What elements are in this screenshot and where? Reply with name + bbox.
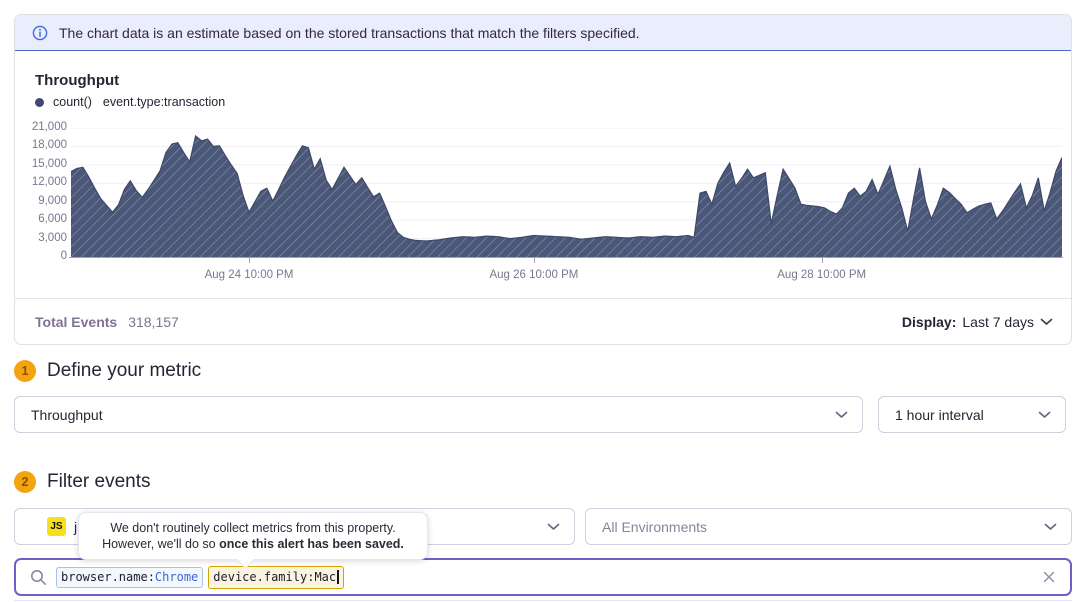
y-axis-label: 18,000 [31,139,67,152]
project-select-value: j [74,518,78,535]
x-axis: Aug 24 10:00 PM Aug 26 10:00 PM Aug 28 10:… [69,257,1063,297]
text-cursor [337,570,339,584]
legend-marker-icon [35,97,44,107]
info-banner: The chart data is an estimate based on t… [15,15,1071,51]
x-axis-label: Aug 26 10:00 PM [489,269,579,281]
chart-legend: count() event.type:transaction [35,95,225,109]
chart-footer: Total Events 318,157 Display: Last 7 day… [15,298,1071,344]
legend-query-label: event.type:transaction [102,95,226,109]
x-axis-tick [533,258,535,263]
info-icon [32,25,48,40]
y-axis-label: 12,000 [31,176,67,189]
display-label: Display: [901,313,957,330]
step-badge-1: 1 [14,360,36,382]
environment-select-value: All Environments [602,518,708,535]
token-value: Mac [314,570,337,584]
section-title-define-metric: Define your metric [47,360,202,381]
display-value: Last 7 days [962,313,1034,330]
tooltip-line2: However, we'll do so once this alert has… [102,537,404,551]
y-axis-label: 21,000 [31,121,67,133]
x-axis-tick [249,258,250,263]
total-events-value: 318,157 [128,313,179,330]
y-axis-label: 9,000 [38,194,67,207]
x-axis-label: Aug 24 10:00 PM [204,269,294,281]
chevron-down-icon [547,523,560,530]
token-value: Chrome [154,570,199,584]
section-filter-events: 2 Filter events [14,471,150,493]
y-axis-label: 0 [60,250,67,262]
interval-select-value: 1 hour interval [895,406,984,423]
y-axis: 0 3,000 6,000 9,000 12,000 15,000 18,000 21,000 [15,121,67,262]
step-badge-2: 2 [14,471,36,493]
search-input[interactable]: browser.name: Chrome device.family: Mac [14,558,1072,596]
tooltip-line1: We don't routinely collect metrics from … [110,521,396,535]
y-axis-label: 6,000 [38,213,67,226]
search-token-device-family[interactable]: device.family: Mac [208,565,344,589]
chevron-down-icon [1038,411,1051,418]
chart-title: Throughput [35,72,120,89]
y-axis-label: 3,000 [38,231,67,244]
section-define-metric: 1 Define your metric [14,360,201,382]
interval-select[interactable]: 1 hour interval [878,396,1066,433]
search-token-browser-name[interactable]: browser.name: Chrome [56,566,204,588]
token-key: browser.name: [61,570,155,584]
chart-plot[interactable] [71,128,1062,257]
legend-series-label: count() [53,95,92,109]
token-key: device.family: [213,570,315,584]
close-icon [1043,571,1055,583]
chevron-down-icon [1040,318,1053,325]
chevron-down-icon [835,411,848,418]
y-axis-label: 15,000 [31,157,67,170]
environment-select[interactable]: All Environments [585,508,1072,545]
chevron-down-icon [1044,523,1057,530]
banner-text: The chart data is an estimate based on t… [59,24,640,41]
x-axis-tick [821,258,823,263]
chart-panel: The chart data is an estimate based on t… [14,14,1072,345]
metric-select[interactable]: Throughput [14,396,863,433]
property-tooltip: We don't routinely collect metrics from … [78,512,428,560]
total-events: Total Events 318,157 [35,314,179,330]
x-axis-label: Aug 28 10:00 PM [777,269,867,281]
javascript-platform-icon: JS [47,517,66,536]
section-title-filter-events: Filter events [47,471,151,492]
search-icon [31,569,46,585]
divider [14,600,1072,601]
metric-select-value: Throughput [31,406,103,423]
clear-search-button[interactable] [1042,570,1056,584]
display-dropdown[interactable]: Display: Last 7 days [902,314,1053,330]
total-events-label: Total Events [35,313,118,330]
